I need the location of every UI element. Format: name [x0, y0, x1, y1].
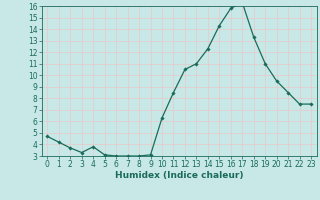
X-axis label: Humidex (Indice chaleur): Humidex (Indice chaleur): [115, 171, 244, 180]
